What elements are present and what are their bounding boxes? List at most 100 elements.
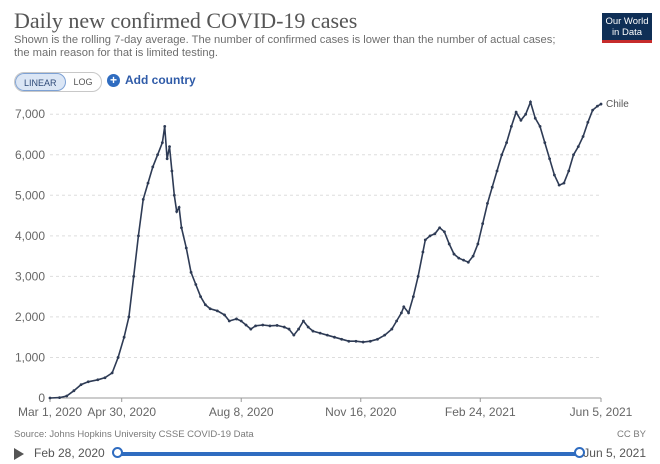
data-point[interactable] — [301, 319, 305, 323]
data-point[interactable] — [199, 295, 202, 299]
data-point[interactable] — [261, 323, 265, 327]
data-point[interactable] — [368, 339, 372, 343]
data-point[interactable] — [96, 378, 100, 382]
data-point[interactable] — [457, 256, 461, 260]
play-icon[interactable] — [14, 448, 24, 460]
data-point[interactable] — [297, 327, 301, 331]
data-point[interactable] — [552, 173, 556, 177]
data-point[interactable] — [416, 274, 420, 278]
data-point[interactable] — [495, 169, 499, 173]
data-point[interactable] — [227, 319, 231, 323]
timeline-track[interactable] — [118, 452, 580, 456]
data-point[interactable] — [443, 230, 446, 234]
data-point[interactable] — [524, 112, 528, 116]
data-point[interactable] — [411, 295, 415, 299]
data-point[interactable] — [548, 157, 552, 161]
data-point[interactable] — [576, 145, 580, 149]
data-point[interactable] — [428, 234, 432, 238]
data-point[interactable] — [170, 169, 174, 173]
data-point[interactable] — [361, 340, 365, 344]
data-point[interactable] — [567, 169, 571, 173]
data-point[interactable] — [122, 335, 126, 339]
data-point[interactable] — [591, 108, 595, 112]
data-point[interactable] — [223, 313, 226, 317]
data-point[interactable] — [168, 145, 171, 149]
data-point[interactable] — [156, 153, 159, 157]
data-point[interactable] — [486, 202, 489, 205]
data-point[interactable] — [533, 116, 537, 120]
data-point[interactable] — [395, 319, 399, 323]
data-point[interactable] — [146, 181, 150, 185]
data-point[interactable] — [184, 246, 188, 250]
data-point[interactable] — [481, 222, 485, 226]
data-point[interactable] — [244, 323, 248, 327]
data-point[interactable] — [127, 315, 131, 319]
data-point[interactable] — [505, 141, 508, 144]
owid-logo[interactable]: Our World in Data — [602, 13, 652, 43]
data-point[interactable] — [65, 394, 69, 398]
data-point[interactable] — [557, 183, 561, 187]
data-point[interactable] — [175, 210, 179, 213]
data-point[interactable] — [163, 124, 167, 128]
data-point[interactable] — [471, 254, 475, 258]
data-point[interactable] — [282, 325, 286, 329]
data-point[interactable] — [466, 260, 470, 264]
data-point[interactable] — [476, 242, 480, 246]
data-point[interactable] — [165, 157, 169, 161]
data-point[interactable] — [72, 389, 76, 393]
data-point[interactable] — [249, 327, 253, 331]
timeline-end-handle[interactable] — [574, 447, 585, 458]
data-point[interactable] — [110, 371, 114, 375]
data-point[interactable] — [538, 124, 542, 128]
data-point[interactable] — [340, 337, 344, 341]
data-point[interactable] — [376, 337, 379, 341]
data-point[interactable] — [287, 327, 291, 331]
data-point[interactable] — [203, 303, 207, 307]
data-point[interactable] — [311, 329, 315, 333]
data-point[interactable] — [596, 104, 599, 108]
data-point[interactable] — [586, 120, 590, 124]
data-point[interactable] — [208, 307, 212, 311]
data-point[interactable] — [347, 339, 351, 343]
data-point[interactable] — [423, 238, 427, 242]
log-scale-button[interactable]: LOG — [73, 77, 93, 87]
data-point[interactable] — [151, 165, 155, 169]
data-point[interactable] — [268, 324, 272, 328]
data-point[interactable] — [562, 181, 566, 185]
data-point[interactable] — [254, 324, 257, 328]
data-point[interactable] — [390, 327, 394, 331]
data-point[interactable] — [500, 153, 504, 157]
data-point[interactable] — [177, 206, 181, 209]
data-point[interactable] — [543, 141, 547, 144]
data-point[interactable] — [172, 193, 176, 197]
data-point[interactable] — [325, 333, 329, 337]
data-point[interactable] — [529, 100, 532, 104]
data-point[interactable] — [433, 232, 437, 236]
data-point[interactable] — [519, 118, 523, 122]
data-point[interactable] — [180, 226, 183, 230]
data-point[interactable] — [318, 331, 322, 335]
data-point[interactable] — [189, 270, 193, 274]
source-text[interactable]: Source: Johns Hopkins University CSSE CO… — [14, 429, 254, 440]
data-point[interactable] — [509, 124, 513, 128]
data-point[interactable] — [447, 242, 451, 246]
data-point[interactable] — [141, 197, 145, 201]
data-point[interactable] — [402, 305, 406, 309]
data-point[interactable] — [354, 339, 358, 343]
data-point[interactable] — [86, 380, 90, 384]
data-point[interactable] — [292, 333, 296, 337]
data-point[interactable] — [514, 110, 518, 114]
data-point[interactable] — [490, 185, 494, 189]
data-point[interactable] — [572, 153, 575, 157]
data-point[interactable] — [399, 311, 403, 315]
linear-scale-button[interactable]: LINEAR — [15, 73, 66, 91]
timeline-start-handle[interactable] — [112, 447, 123, 458]
data-point[interactable] — [215, 309, 219, 313]
data-point[interactable] — [438, 226, 442, 230]
data-point[interactable] — [306, 325, 310, 329]
data-point[interactable] — [383, 333, 387, 337]
data-point[interactable] — [333, 335, 336, 339]
data-point[interactable] — [235, 317, 238, 321]
data-point[interactable] — [452, 252, 456, 256]
data-point[interactable] — [421, 250, 425, 254]
